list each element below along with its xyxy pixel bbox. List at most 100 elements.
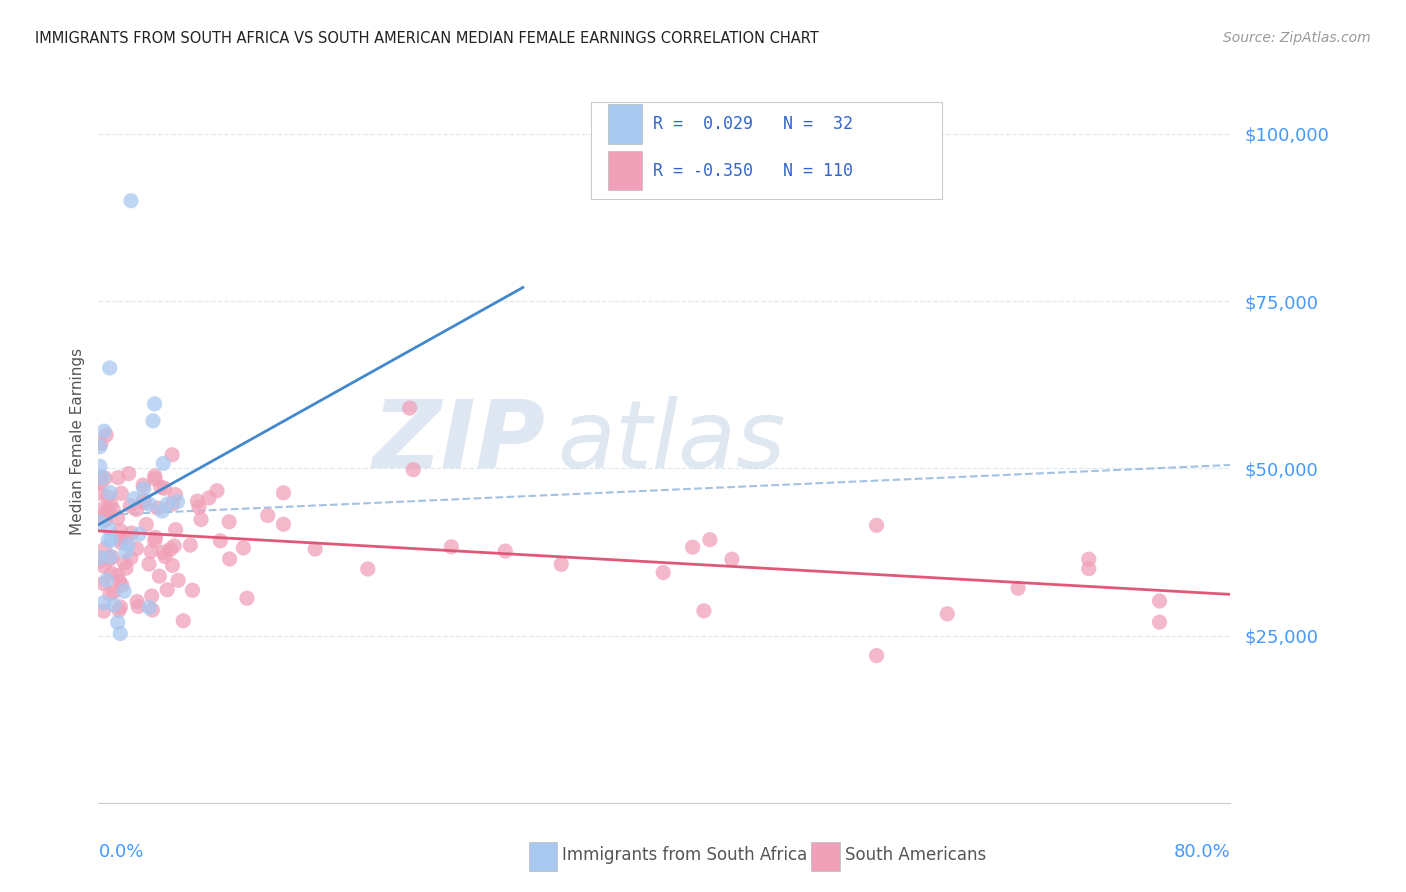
Point bbox=[165, 523, 187, 537]
Point bbox=[218, 515, 240, 529]
Point bbox=[94, 513, 117, 527]
Point bbox=[115, 544, 138, 558]
Point bbox=[1149, 594, 1171, 608]
Text: 0.0%: 0.0% bbox=[98, 843, 143, 861]
Point bbox=[110, 486, 132, 500]
Point bbox=[218, 552, 240, 566]
Point bbox=[89, 470, 111, 484]
Point bbox=[693, 604, 716, 618]
Point bbox=[179, 538, 201, 552]
Point bbox=[143, 397, 166, 411]
Point bbox=[125, 502, 148, 516]
Point bbox=[93, 596, 115, 610]
Point bbox=[125, 541, 148, 556]
Bar bbox=[607, 103, 641, 144]
Point bbox=[101, 550, 124, 565]
Point bbox=[96, 573, 118, 587]
Point bbox=[110, 626, 132, 640]
Point bbox=[98, 551, 121, 566]
Point bbox=[90, 436, 112, 450]
Point bbox=[121, 526, 143, 541]
Point bbox=[96, 428, 118, 442]
Point bbox=[132, 482, 155, 496]
Point bbox=[97, 533, 120, 547]
Point bbox=[150, 504, 173, 518]
Point bbox=[105, 568, 128, 582]
Point bbox=[440, 540, 463, 554]
Point bbox=[142, 414, 165, 428]
Point bbox=[181, 583, 204, 598]
Text: IMMIGRANTS FROM SOUTH AFRICA VS SOUTH AMERICAN MEDIAN FEMALE EARNINGS CORRELATIO: IMMIGRANTS FROM SOUTH AFRICA VS SOUTH AM… bbox=[35, 31, 818, 46]
Point bbox=[94, 512, 117, 526]
Point bbox=[152, 545, 174, 559]
Point bbox=[190, 512, 212, 526]
Point bbox=[156, 497, 179, 511]
Point bbox=[98, 361, 121, 376]
Point bbox=[209, 533, 232, 548]
Text: Immigrants from South Africa: Immigrants from South Africa bbox=[562, 846, 807, 863]
Point bbox=[98, 549, 121, 564]
Point bbox=[94, 541, 117, 556]
Text: R =  0.029   N =  32: R = 0.029 N = 32 bbox=[652, 115, 853, 133]
Point bbox=[865, 518, 887, 533]
Point bbox=[402, 462, 425, 476]
Point bbox=[141, 603, 163, 617]
Point bbox=[163, 539, 186, 553]
Point bbox=[135, 517, 157, 532]
Point bbox=[108, 574, 131, 588]
Point bbox=[89, 554, 111, 568]
Point bbox=[93, 501, 115, 516]
Point bbox=[273, 517, 295, 532]
Point bbox=[127, 594, 149, 608]
Point bbox=[110, 535, 132, 549]
Point bbox=[936, 607, 959, 621]
Point bbox=[89, 486, 111, 500]
Point bbox=[550, 558, 572, 572]
Point bbox=[398, 401, 420, 416]
Point bbox=[149, 480, 172, 494]
Point bbox=[103, 502, 125, 516]
Bar bbox=[607, 151, 641, 191]
Point bbox=[89, 440, 111, 454]
Point bbox=[138, 600, 160, 615]
Point bbox=[98, 485, 121, 500]
Point bbox=[138, 497, 160, 511]
Point bbox=[160, 448, 183, 462]
Point bbox=[138, 557, 160, 571]
Point bbox=[159, 542, 181, 557]
Point bbox=[682, 540, 704, 554]
Point bbox=[145, 530, 167, 544]
Text: Source: ZipAtlas.com: Source: ZipAtlas.com bbox=[1223, 31, 1371, 45]
Point bbox=[103, 598, 125, 612]
Text: ZIP: ZIP bbox=[373, 395, 546, 488]
Point bbox=[107, 511, 129, 525]
Point bbox=[494, 544, 516, 558]
Text: atlas: atlas bbox=[557, 396, 785, 487]
Point bbox=[93, 604, 115, 618]
Point bbox=[1077, 552, 1099, 566]
Point bbox=[166, 494, 188, 508]
Point bbox=[107, 470, 129, 484]
Point bbox=[100, 533, 122, 548]
Point bbox=[100, 566, 122, 581]
Point bbox=[357, 562, 380, 576]
Point bbox=[153, 481, 176, 495]
Point bbox=[103, 584, 125, 599]
Point bbox=[162, 497, 184, 511]
Point bbox=[97, 490, 120, 504]
Point bbox=[141, 589, 163, 603]
Point bbox=[1007, 581, 1029, 595]
Point bbox=[107, 615, 129, 630]
Point bbox=[94, 471, 117, 485]
Point bbox=[89, 459, 111, 474]
Point bbox=[89, 550, 111, 565]
Point bbox=[165, 488, 187, 502]
Point bbox=[111, 578, 134, 592]
Point bbox=[156, 582, 179, 597]
Point bbox=[93, 559, 115, 574]
Point bbox=[143, 469, 166, 483]
Point bbox=[93, 509, 115, 524]
Point bbox=[132, 493, 155, 508]
Point bbox=[153, 549, 176, 564]
Point bbox=[120, 194, 142, 208]
